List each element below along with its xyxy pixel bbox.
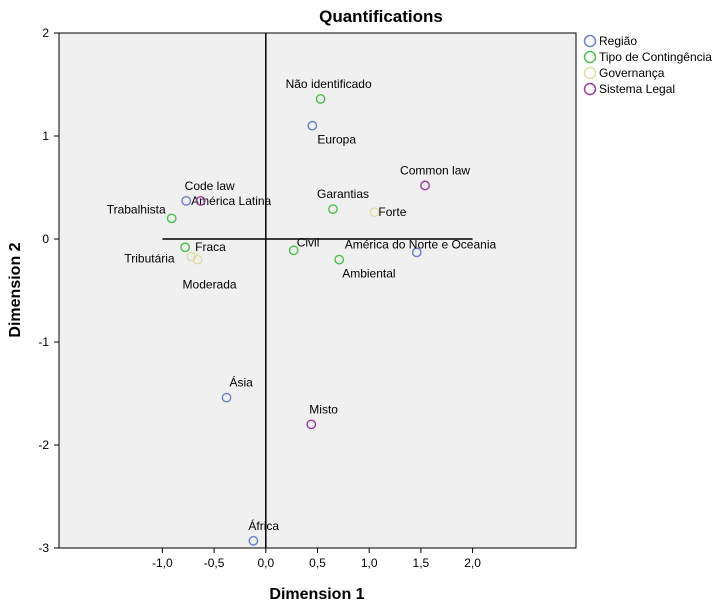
legend-marker [583, 50, 597, 64]
y-tick-label: -1 [38, 335, 49, 349]
y-tick-label: 0 [42, 232, 49, 246]
point-label: Code law [185, 179, 235, 193]
data-point [306, 419, 317, 430]
x-tick-label: 1,5 [413, 556, 430, 570]
data-point [307, 120, 318, 131]
point-label: Ambiental [342, 267, 395, 281]
legend-label: Região [599, 34, 637, 48]
point-label: Não identificado [286, 77, 372, 91]
plot-area [58, 32, 577, 549]
x-tick-label: 0,5 [309, 556, 326, 570]
point-label: América do Norte e Oceania [345, 237, 497, 251]
data-point [369, 207, 380, 218]
data-point [221, 392, 232, 403]
x-tick-label: 2,0 [464, 556, 481, 570]
legend-marker [583, 82, 597, 96]
y-tick-label: -3 [38, 541, 49, 555]
legend-label: Sistema Legal [599, 82, 675, 96]
data-point [195, 195, 206, 206]
x-tick-label: -0,5 [204, 556, 225, 570]
data-point [420, 180, 430, 191]
point-label: Trabalhista [107, 202, 166, 216]
point-label: Fraca [195, 240, 226, 254]
y-tick-label: 1 [42, 129, 49, 143]
data-point [328, 204, 338, 215]
data-point [334, 254, 345, 265]
x-axis-ticks: -1,0 -0,5 0,0 0,5 1,0 1,5 2,0 [152, 548, 481, 570]
y-axis-title: Dimension 2 [7, 242, 24, 337]
data-point [181, 195, 192, 206]
point-label: Moderada [183, 278, 237, 292]
data-points: Europa América Latina América do Norte e O… [107, 77, 497, 546]
point-label: Tributária [124, 252, 175, 266]
point-label: Common law [400, 163, 470, 177]
legend-label: Tipo de Contingência [599, 50, 712, 64]
legend-marker [583, 66, 597, 80]
point-label: Civil [297, 235, 320, 249]
point-label: Forte [378, 205, 406, 219]
data-point [288, 245, 299, 256]
x-tick-label: -1,0 [152, 556, 173, 570]
y-tick-label: 2 [42, 26, 49, 40]
data-point [315, 94, 326, 104]
point-label: África [248, 518, 279, 533]
legend: Região Tipo de Contingência Governança Sist… [583, 34, 712, 96]
y-axis-ticks: 2 1 0 -1 -2 -3 [38, 26, 59, 555]
chart-title: Quantifications [319, 7, 443, 26]
x-tick-label: 0,0 [257, 556, 274, 570]
legend-marker [583, 34, 597, 48]
data-point [166, 213, 177, 224]
point-label: Europa [317, 133, 356, 147]
point-label: América Latina [191, 194, 271, 208]
data-point [192, 254, 203, 265]
x-tick-label: 1,0 [361, 556, 378, 570]
y-tick-label: -2 [38, 438, 49, 452]
point-label: Garantias [317, 187, 369, 201]
data-point [180, 242, 191, 253]
point-label: Ásia [230, 375, 254, 390]
data-point [411, 247, 422, 258]
point-label: Misto [309, 402, 338, 416]
x-axis-title: Dimension 1 [269, 586, 364, 603]
legend-label: Governança [599, 66, 665, 80]
data-point [248, 535, 259, 546]
